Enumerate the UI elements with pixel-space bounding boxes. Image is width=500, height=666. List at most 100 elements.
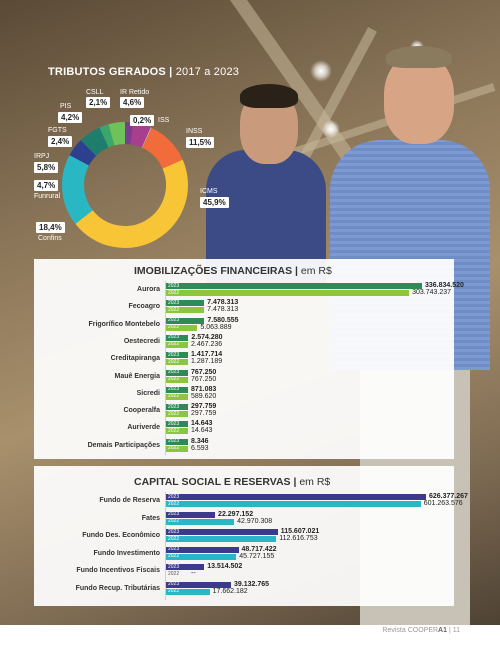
bar-year-label: 2022 [168, 358, 180, 365]
bar-value-2023: 39.132.765 [233, 580, 270, 588]
bar-value-2022: 42.970.308 [237, 517, 273, 525]
bar-2022 [166, 411, 188, 418]
row-label: Fundo de Reserva [99, 497, 160, 504]
bar-year-label: 2022 [168, 518, 180, 524]
imob-axis-line [165, 281, 166, 455]
label-iss: ISS [158, 117, 170, 124]
bar-value-2023: 7.580.555 [207, 316, 239, 324]
label-pis: PIS [60, 103, 72, 110]
row-label: Demais Participações [87, 441, 160, 449]
donut-slice-9 [108, 122, 126, 146]
bar-2022 [166, 536, 277, 542]
row-label: Frigorífico Montebelo [88, 320, 160, 328]
bar-value-2022: 303.743.237 [412, 289, 452, 296]
label-confins: Confins [38, 235, 62, 242]
bar-2022 [166, 324, 198, 331]
bar-2023 [166, 564, 205, 570]
bar-value-2022: 14.643 [191, 427, 213, 435]
bar-year-label: 2023 [168, 438, 180, 445]
bar-value-2022: 589.620 [191, 392, 217, 400]
value-irpj: 5,8% [34, 162, 59, 173]
value-fgts: 2,4% [48, 136, 73, 147]
value-iss: 0,2% [130, 115, 155, 126]
row-label: Fates [141, 514, 160, 522]
label-csll: CSLL [86, 89, 104, 96]
bar-2023 [166, 352, 188, 359]
bar-2022 [166, 393, 188, 400]
bar-year-label: 2023 [168, 386, 180, 393]
bar-value-2022: -- [191, 570, 196, 577]
row-label: Mauê Energia [114, 372, 160, 380]
bar-value-2023: 2.574.280 [191, 333, 223, 341]
bar-2022 [166, 359, 188, 366]
bar-year-label: 2022 [168, 306, 180, 313]
donut-slice-8 [99, 124, 115, 148]
row-label: Aurora [137, 286, 160, 293]
label-ir-retido: IR Retido [120, 89, 150, 96]
bar-year-label: 2023 [168, 369, 180, 375]
bar-year-label: 2022 [168, 427, 180, 434]
donut-slice-3 [141, 127, 183, 170]
bar-value-2023: 626.377.267 [429, 493, 468, 500]
value-confins: 18,4% [36, 222, 65, 233]
bar-value-2022: 17.662.182 [212, 587, 248, 595]
tributos-title: TRIBUTOS GERADOS | 2017 a 2023 [48, 66, 240, 78]
capital-axis-line [165, 492, 166, 600]
bar-2022 [166, 341, 188, 348]
bar-value-2022: 767.250 [191, 375, 217, 383]
row-label: Creditapiranga [110, 355, 160, 363]
label-funrural: Funrural [34, 193, 61, 200]
bar-2023 [166, 300, 205, 307]
row-label: Fecoagro [128, 303, 160, 311]
donut-slice-7 [80, 127, 109, 157]
value-funrural: 4,7% [34, 180, 59, 191]
bar-2022 [166, 553, 237, 560]
bar-year-label: 2022 [168, 324, 180, 331]
bar-year-label: 2023 [168, 351, 180, 358]
bar-2023 [166, 369, 188, 376]
bar-value-2022: 112.616.753 [279, 535, 318, 542]
donut-slice-5 [62, 155, 94, 224]
footer-text: Revista COOPERA1 | 11 [382, 627, 460, 634]
bar-2023 [166, 546, 239, 553]
row-label: Fundo Incentivos Fiscais [76, 567, 160, 574]
bar-value-2023: 767.250 [191, 368, 217, 376]
bar-2023 [166, 511, 216, 518]
bar-year-label: 2022 [168, 445, 180, 452]
bar-value-2023: 1.417.714 [191, 351, 223, 359]
bar-2022 [166, 501, 421, 507]
bar-value-2023: 22.297.152 [218, 510, 254, 518]
imobilizacoes-title: IMOBILIZAÇÕES FINANCEIRAS | em R$ [134, 265, 332, 277]
bar-year-label: 2022 [168, 376, 180, 382]
bar-2023 [166, 581, 231, 588]
bar-year-label: 2023 [168, 299, 180, 306]
bar-value-2022: 1.287.189 [191, 358, 223, 366]
value-ir-retido: 4,6% [120, 97, 145, 108]
bar-year-label: 2022 [168, 341, 180, 348]
bar-value-2023: 48.717.422 [241, 545, 277, 553]
bar-year-label: 2023 [168, 546, 180, 552]
bar-year-label: 2022 [168, 553, 180, 559]
row-label: Fundo Investimento [93, 549, 161, 557]
row-label: Cooperalfa [123, 407, 160, 415]
bar-year-label: 2023 [168, 581, 180, 587]
bar-value-2022: 45.727.155 [239, 552, 275, 560]
bar-value-2023: 7.478.313 [207, 299, 239, 307]
label-inss: INSS [186, 128, 203, 135]
bar-year-label: 2022 [168, 289, 180, 296]
bar-year-label: 2022 [168, 535, 180, 542]
bar-year-label: 2023 [168, 403, 180, 410]
bar-year-label: 2022 [168, 588, 180, 594]
label-fgts: FGTS [48, 127, 67, 134]
row-label: Sicredi [136, 389, 160, 397]
bar-year-label: 2022 [168, 570, 180, 577]
bar-year-label: 2023 [168, 563, 180, 570]
label-icms: ICMS [200, 188, 218, 195]
bar-year-label: 2023 [168, 528, 180, 535]
bar-2023 [166, 317, 205, 324]
bar-value-2022: 601.263.576 [423, 500, 463, 507]
value-icms: 45,9% [200, 197, 229, 208]
donut-slice-4 [75, 159, 188, 248]
bar-year-label: 2022 [168, 410, 180, 417]
bar-2022 [166, 376, 188, 383]
